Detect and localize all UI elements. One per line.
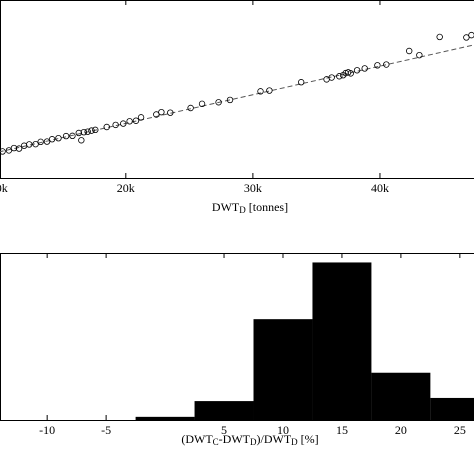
- data-point: [336, 73, 343, 80]
- data-point: [62, 132, 70, 140]
- data-point: [187, 104, 194, 112]
- data-point: [37, 138, 44, 146]
- label-part: [%]: [298, 432, 319, 446]
- subscript: D: [239, 205, 246, 215]
- data-point: [463, 34, 470, 41]
- data-point: [80, 128, 88, 136]
- histogram-bar: [194, 401, 254, 420]
- data-point: [88, 127, 95, 134]
- data-point: [167, 109, 174, 116]
- data-point: [198, 100, 206, 108]
- x-tick-label: 20: [395, 423, 407, 437]
- data-point: [5, 147, 13, 154]
- data-point: [75, 129, 82, 137]
- data-point: [361, 65, 368, 72]
- data-point: [26, 141, 33, 148]
- x-tick-label: 15: [336, 423, 348, 437]
- label-part: [tonnes]: [246, 200, 288, 214]
- x-tick-label: 10: [277, 423, 289, 437]
- x-axis-label: DWTD [tonnes]: [212, 200, 288, 215]
- data-point: [15, 145, 23, 152]
- data-point: [43, 138, 51, 145]
- subscript: C: [213, 437, 219, 447]
- data-point: [405, 47, 413, 55]
- x-tick-label: 5: [221, 423, 227, 437]
- data-point: [347, 70, 354, 77]
- data-point: [158, 108, 165, 116]
- axes-frame: [0, 253, 474, 421]
- data-point: [215, 99, 222, 106]
- data-point: [69, 132, 76, 140]
- x-tick-label: 30k: [244, 181, 262, 195]
- x-tick-label: 10k: [0, 181, 8, 195]
- data-point: [48, 136, 56, 143]
- data-point: [84, 128, 91, 135]
- x-tick-label: 40k: [371, 181, 389, 195]
- data-point: [10, 144, 18, 152]
- data-point: [374, 62, 381, 69]
- subscript: D: [291, 437, 298, 447]
- data-point: [153, 111, 160, 118]
- data-point: [32, 140, 39, 148]
- subscript: D: [250, 437, 257, 447]
- data-point: [132, 117, 140, 124]
- histogram-bar: [253, 319, 313, 420]
- data-point: [257, 88, 264, 95]
- data-point: [226, 96, 234, 104]
- fit-line: [0, 44, 474, 153]
- x-tick-label: -10: [39, 423, 55, 437]
- label-part: )/DWT: [257, 432, 292, 446]
- label-part: -DWT: [219, 432, 251, 446]
- data-point: [137, 114, 145, 121]
- data-point: [328, 74, 335, 81]
- x-tick-label: -5: [101, 423, 111, 437]
- histogram-bar: [135, 416, 195, 420]
- data-point: [112, 121, 119, 129]
- data-point: [120, 120, 127, 127]
- x-axis-label: (DWTC-DWTD)/DWTD [%]: [181, 432, 318, 447]
- axes-frame: [0, 0, 474, 179]
- histogram-bar: [312, 262, 372, 420]
- data-point: [126, 118, 133, 125]
- data-point: [0, 148, 6, 155]
- data-point: [353, 67, 361, 74]
- data-point: [92, 126, 99, 134]
- data-point: [55, 134, 62, 142]
- histogram-bar: [371, 372, 431, 420]
- data-point: [297, 79, 305, 86]
- data-point: [266, 87, 273, 94]
- data-point: [468, 31, 474, 39]
- x-tick-label: 25: [454, 423, 466, 437]
- label-part: DWT: [212, 200, 240, 214]
- data-point: [78, 137, 85, 144]
- histogram-bar: [430, 397, 474, 420]
- data-point: [383, 61, 390, 68]
- data-point: [103, 123, 110, 131]
- data-point: [342, 69, 349, 77]
- data-point: [436, 33, 443, 41]
- data-point: [416, 51, 423, 59]
- label-part: (DWT: [181, 432, 213, 446]
- x-tick-label: 20k: [117, 181, 135, 195]
